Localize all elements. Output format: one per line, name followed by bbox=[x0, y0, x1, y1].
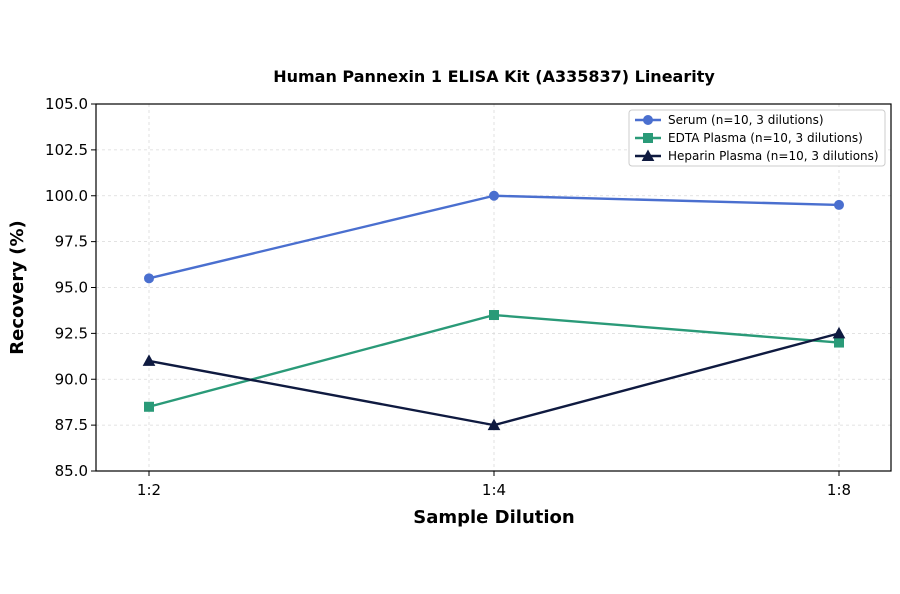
legend-item-edta-plasma: EDTA Plasma (n=10, 3 dilutions) bbox=[635, 131, 863, 145]
legend-item-serum: Serum (n=10, 3 dilutions) bbox=[635, 113, 824, 127]
y-tick-label: 102.5 bbox=[45, 141, 88, 159]
edta-plasma-point bbox=[144, 401, 154, 412]
series-edta-plasma bbox=[144, 310, 844, 412]
legend-label-heparin-plasma: Heparin Plasma (n=10, 3 dilutions) bbox=[668, 149, 879, 163]
legend-box bbox=[628, 109, 886, 167]
heparin-plasma-point bbox=[487, 418, 501, 431]
legend-label-edta-plasma: EDTA Plasma (n=10, 3 dilutions) bbox=[668, 131, 863, 145]
x-tick-label: 1:2 bbox=[137, 481, 161, 499]
legend-label-serum: Serum (n=10, 3 dilutions) bbox=[668, 113, 824, 127]
x-tick-label: 1:4 bbox=[482, 481, 506, 499]
series-serum bbox=[144, 190, 844, 284]
heparin-plasma-point bbox=[142, 354, 156, 366]
x-axis-label: Sample Dilution bbox=[413, 507, 574, 528]
y-axis-label: Recovery (%) bbox=[7, 220, 28, 354]
edta-plasma-point bbox=[489, 310, 499, 321]
y-tick-label: 92.5 bbox=[55, 324, 88, 342]
axis-ticks: 85.0 87.5 90.0 92.5 95.0 97.5 100.0 102.5 105.0 1… bbox=[45, 95, 851, 499]
heparin-plasma-point bbox=[832, 326, 846, 339]
legend-item-heparin-plasma: Heparin Plasma (n=10, 3 dilutions) bbox=[635, 149, 879, 163]
edta-plasma-point bbox=[834, 337, 844, 348]
y-tick-label: 100.0 bbox=[45, 187, 88, 205]
y-tick-label: 85.0 bbox=[55, 462, 88, 480]
y-tick-label: 105.0 bbox=[45, 95, 88, 113]
y-tick-label: 87.5 bbox=[55, 416, 88, 434]
x-tick-label: 1:8 bbox=[827, 481, 851, 499]
legend: Serum (n=10, 3 dilutions) EDTA Plasma (n=… bbox=[628, 109, 886, 167]
y-tick-label: 97.5 bbox=[55, 233, 88, 251]
series-heparin-plasma bbox=[142, 326, 846, 431]
series-layer bbox=[142, 190, 846, 431]
legend-marker-heparin-plasma bbox=[641, 149, 655, 161]
serum-point bbox=[834, 199, 844, 210]
legend-marker-edta-plasma bbox=[643, 133, 653, 143]
serum-point bbox=[144, 273, 154, 284]
chart-title: Human Pannexin 1 ELISA Kit (A335837) Lin… bbox=[273, 67, 715, 86]
y-tick-label: 95.0 bbox=[55, 279, 88, 297]
serum-point bbox=[489, 190, 499, 201]
y-tick-label: 90.0 bbox=[55, 370, 88, 388]
legend-marker-serum bbox=[643, 115, 653, 125]
